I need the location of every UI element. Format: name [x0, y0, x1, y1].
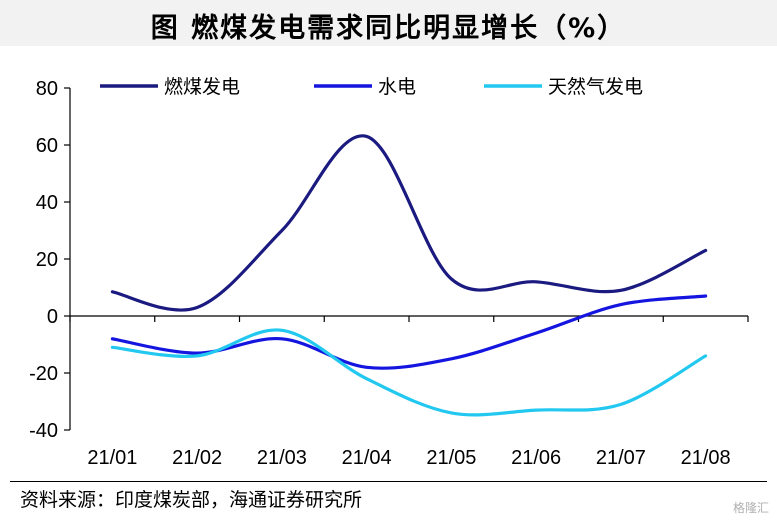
x-tick-label: 21/08	[681, 447, 731, 469]
legend-label: 天然气发电	[548, 76, 643, 98]
y-tick-label: -40	[29, 420, 58, 442]
source-divider	[10, 481, 767, 482]
x-tick-label: 21/06	[511, 447, 561, 469]
series-lines	[110, 134, 708, 417]
x-tick-label: 21/04	[342, 447, 392, 469]
y-tick-label: 0	[47, 306, 58, 328]
series-line-1	[110, 134, 708, 312]
series-line-2	[110, 294, 708, 370]
series-line-3	[110, 328, 708, 417]
legend-label: 燃煤发电	[164, 76, 240, 98]
y-tick-label: -20	[29, 363, 58, 385]
y-tick-label: 80	[36, 78, 58, 100]
x-tick-label: 21/05	[426, 447, 476, 469]
y-tick-label: 40	[36, 192, 58, 214]
x-tick-label: 21/02	[172, 447, 222, 469]
y-tick-label: 20	[36, 249, 58, 271]
chart-title: 图 燃煤发电需求同比明显增长（%）	[150, 13, 627, 44]
y-tick-label: 60	[36, 135, 58, 157]
y-axis: -40 -20 0 20 40 60 80	[29, 78, 71, 442]
x-tick-label: 21/03	[257, 447, 307, 469]
x-tick-label: 21/01	[87, 447, 137, 469]
title-bar	[0, 0, 777, 46]
legend: 燃煤发电 水电 天然气发电	[100, 76, 643, 98]
x-tick-label: 21/07	[596, 447, 646, 469]
source-note: 资料来源：印度煤炭部，海通证券研究所	[20, 489, 363, 511]
legend-label: 水电	[378, 76, 416, 98]
watermark-logo: 格隆汇	[732, 501, 769, 515]
x-axis: 21/01 21/02 21/03 21/04 21/05 21/06 21/07 21/08	[69, 315, 749, 469]
